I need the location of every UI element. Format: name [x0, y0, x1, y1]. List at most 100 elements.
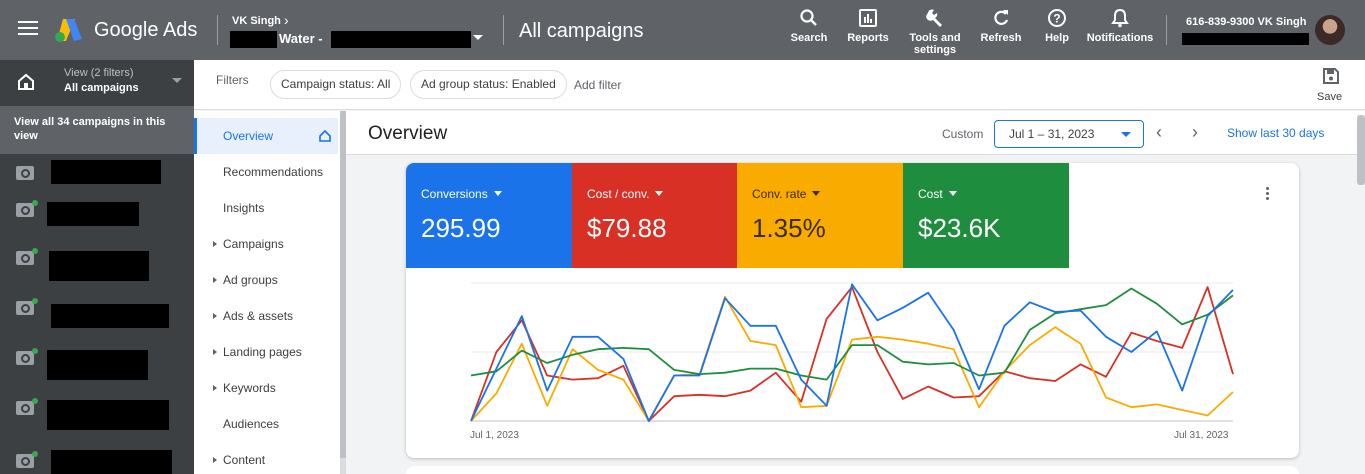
scrollbar-thumb[interactable] — [340, 111, 346, 458]
show-last-30-days-link[interactable]: Show last 30 days — [1227, 126, 1325, 140]
menu-item-insights[interactable]: Insights — [223, 201, 265, 215]
search-campaign-icon — [16, 251, 34, 265]
search-campaign-icon — [16, 454, 34, 468]
reports-icon — [859, 9, 877, 27]
view-all-campaigns[interactable]: View all 34 campaigns in this view — [0, 106, 194, 154]
menu-item-overview[interactable]: Overview — [194, 118, 338, 154]
svg-text:?: ? — [1053, 12, 1060, 26]
metric-cost-per-conv[interactable]: Cost / conv. $79.88 — [572, 163, 738, 268]
google-ads-logo-icon — [55, 19, 82, 42]
page-menu: Overview Recommendations Insights Campai… — [194, 111, 340, 474]
chevron-down-icon[interactable] — [473, 35, 483, 40]
custom-label: Custom — [942, 127, 984, 141]
campaign-item[interactable] — [0, 348, 194, 390]
help-button[interactable]: ? Help — [1038, 8, 1076, 44]
reports-label: Reports — [847, 32, 889, 44]
menu-item-label: Overview — [223, 129, 274, 143]
metric-value: 1.35% — [752, 213, 826, 243]
menu-icon[interactable] — [18, 21, 38, 37]
brand-name: Google Ads — [94, 19, 198, 41]
campaign-item[interactable] — [0, 198, 194, 238]
help-icon: ? — [1048, 9, 1066, 27]
campaign-item[interactable] — [0, 298, 194, 340]
account-sub[interactable]: Water - — [279, 31, 323, 46]
divider — [503, 15, 504, 45]
menu-item-content[interactable]: Content — [194, 442, 338, 474]
main-scrollbar-thumb[interactable] — [1357, 115, 1365, 185]
search-campaign-icon — [16, 351, 34, 365]
redacted-block — [51, 304, 169, 328]
metric-value: 295.99 — [421, 213, 501, 243]
reports-button[interactable]: Reports — [844, 8, 892, 44]
menu-item-recommendations[interactable]: Recommendations — [223, 165, 324, 179]
previous-period-button[interactable]: ‹ — [1156, 122, 1162, 143]
campaign-item[interactable] — [0, 398, 194, 440]
expand-arrow-icon — [213, 349, 217, 355]
save-label[interactable]: Save — [1317, 91, 1343, 103]
search-campaign-icon — [16, 203, 34, 217]
chevron-right-icon: › — [1192, 122, 1198, 142]
search-label: Search — [790, 32, 828, 44]
next-card-edge — [406, 466, 1299, 474]
redacted-block — [51, 450, 172, 474]
user-account-label[interactable]: 616-839-9300 VK Singh — [1186, 16, 1307, 28]
filter-chip-campaign-status[interactable]: Campaign status: All — [270, 70, 402, 99]
menu-item-label: Content — [223, 453, 266, 467]
tools-settings-button[interactable]: Tools and settings — [906, 8, 964, 56]
more-options-icon[interactable] — [1266, 187, 1270, 202]
performance-card: Conversions 295.99 Cost / conv. $79.88 C… — [406, 163, 1299, 458]
save-icon[interactable] — [1322, 67, 1340, 85]
campaign-item[interactable] — [0, 248, 194, 290]
refresh-icon — [994, 10, 1009, 25]
menu-item-audiences[interactable]: Audiences — [223, 417, 280, 431]
filters-bar: Filters Campaign status: All Ad group st… — [194, 60, 1365, 110]
series-line-1 — [470, 286, 1234, 422]
metric-label[interactable]: Cost / conv. — [587, 187, 663, 201]
expand-arrow-icon — [213, 241, 217, 247]
next-period-button[interactable]: › — [1192, 122, 1198, 143]
chevron-down-icon — [1121, 132, 1131, 137]
wrench-icon — [926, 9, 942, 27]
chevron-right-icon[interactable]: › — [284, 12, 289, 28]
campaign-item[interactable] — [0, 450, 194, 474]
filter-chip-ad-group-status[interactable]: Ad group status: Enabled — [410, 70, 567, 99]
notifications-button[interactable]: Notifications — [1084, 8, 1156, 44]
menu-item-ads-assets[interactable]: Ads & assets — [194, 298, 338, 334]
menu-item-ad-groups[interactable]: Ad groups — [194, 262, 338, 298]
metric-conversions[interactable]: Conversions 295.99 — [406, 163, 572, 268]
date-range-picker[interactable]: Jul 1 – 31, 2023 — [994, 120, 1144, 148]
menu-item-label: Keywords — [223, 381, 276, 395]
metric-label[interactable]: Cost — [918, 187, 957, 201]
series-line-3 — [470, 287, 1234, 381]
view-value: All campaigns — [64, 82, 139, 94]
refresh-button[interactable]: Refresh — [978, 8, 1024, 44]
account-name[interactable]: VK Singh — [232, 15, 281, 27]
metric-conv-rate[interactable]: Conv. rate 1.35% — [737, 163, 903, 268]
divider — [217, 15, 218, 45]
chevron-left-icon: ‹ — [1156, 122, 1162, 142]
campaign-item[interactable] — [0, 156, 194, 196]
chevron-down-icon[interactable] — [172, 78, 182, 83]
page-title: All campaigns — [519, 20, 644, 42]
expand-arrow-icon — [213, 277, 217, 283]
menu-item-keywords[interactable]: Keywords — [194, 370, 338, 406]
metric-label[interactable]: Conversions — [421, 187, 502, 201]
series-line-2 — [470, 295, 1234, 422]
search-icon — [800, 9, 817, 26]
metric-cost[interactable]: Cost $23.6K — [903, 163, 1069, 268]
status-dot — [32, 248, 38, 254]
home-icon — [18, 73, 34, 90]
menu-item-landing-pages[interactable]: Landing pages — [194, 334, 338, 370]
menu-item-campaigns[interactable]: Campaigns — [194, 226, 338, 262]
menu-item-label: Campaigns — [223, 237, 284, 251]
add-filter-button[interactable]: Add filter — [574, 78, 622, 92]
metric-label[interactable]: Conv. rate — [752, 187, 820, 201]
redacted-block — [331, 31, 471, 48]
search-button[interactable]: Search — [786, 8, 832, 44]
avatar[interactable] — [1315, 15, 1345, 45]
view-selector[interactable]: View (2 filters) All campaigns — [0, 60, 194, 104]
page-menu-scrollbar[interactable] — [340, 111, 346, 474]
refresh-label: Refresh — [980, 32, 1022, 44]
redacted-block — [1182, 33, 1309, 45]
redacted-block — [230, 31, 277, 48]
